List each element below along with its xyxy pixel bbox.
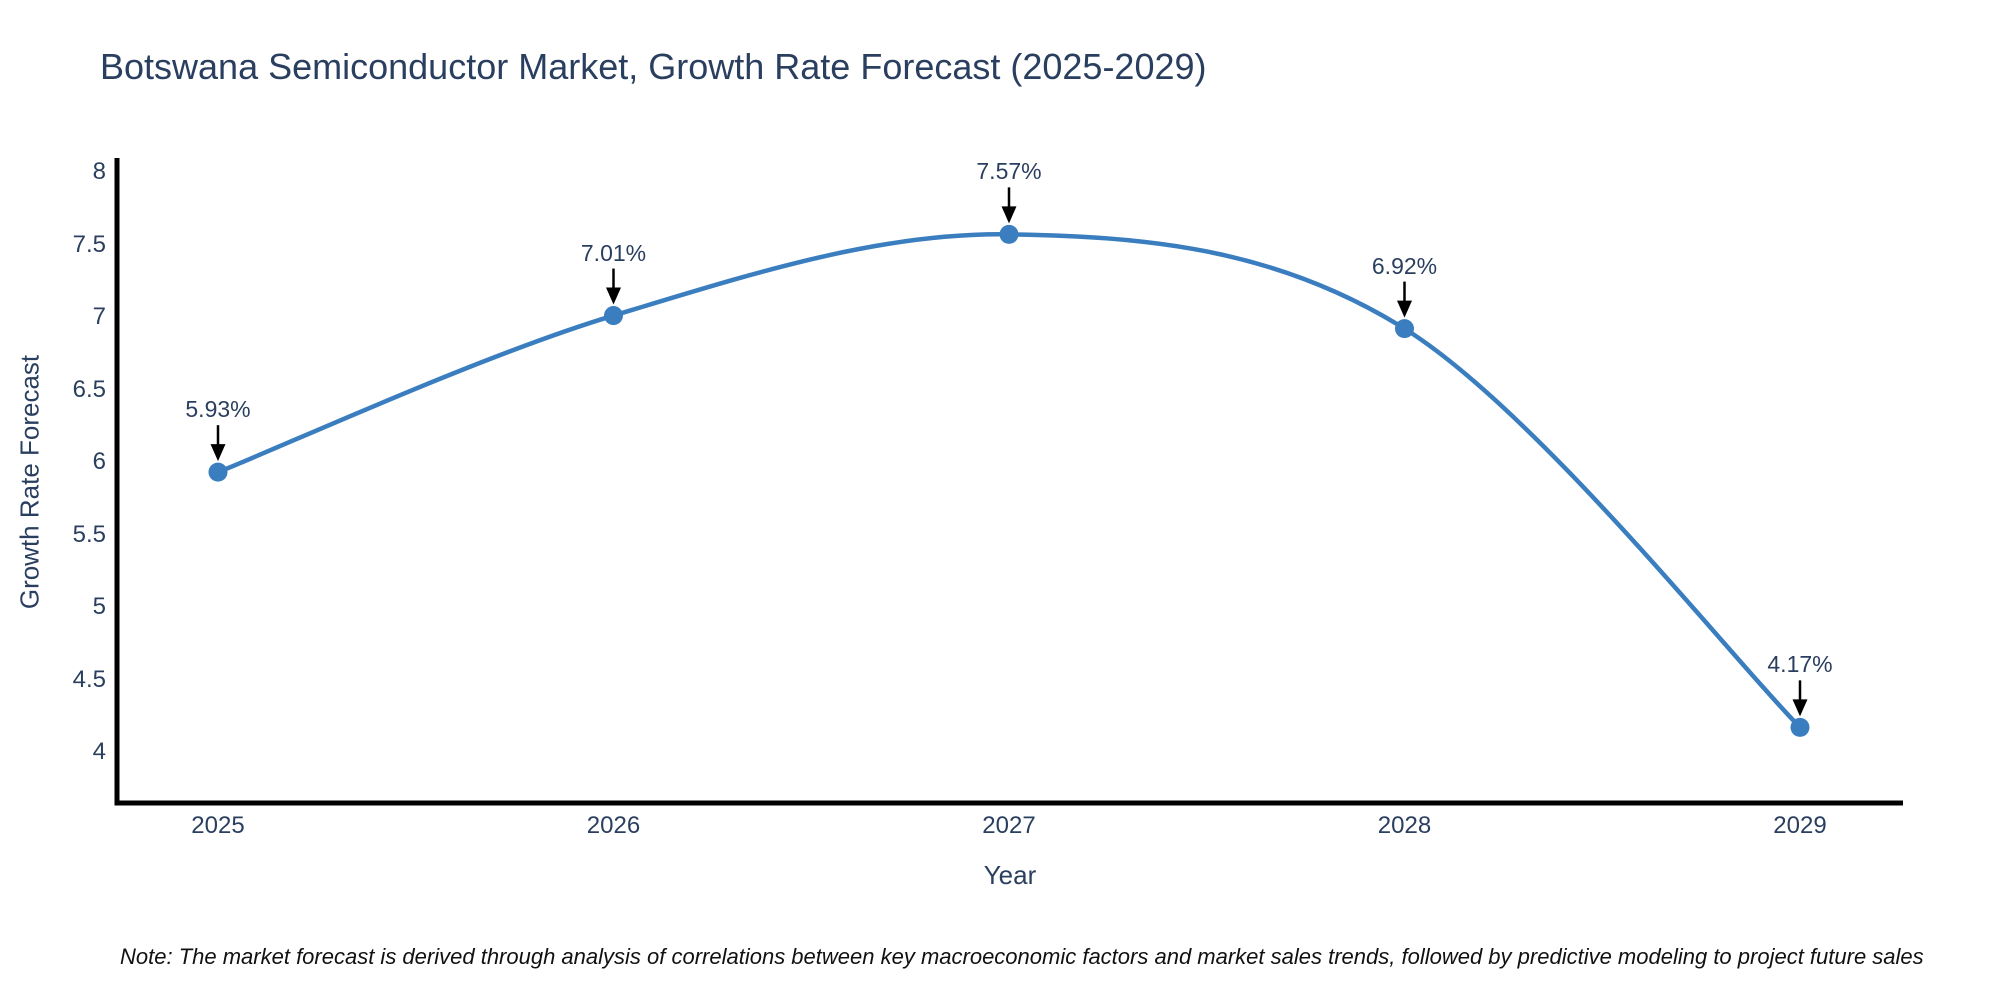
annotation-arrow-head [606,287,621,305]
y-tick-label: 5.5 [72,520,106,548]
data-point-label: 5.93% [185,396,251,423]
y-tick-label: 6.5 [72,375,106,403]
x-tick-label: 2026 [586,812,641,839]
data-point-marker [1790,717,1810,737]
footnote: Note: The market forecast is derived thr… [120,944,1924,969]
annotation-arrow-head [210,444,226,462]
data-point-marker [999,224,1019,244]
x-tick-label: 2028 [1377,812,1432,839]
x-axis-title: Year [983,860,1037,890]
data-point-label: 7.01% [580,239,647,266]
annotation-arrow-head [1001,206,1017,224]
data-point-label: 4.17% [1767,651,1833,678]
chart-title: Botswana Semiconductor Market, Growth Ra… [100,46,1207,87]
x-tick-label: 2025 [191,812,245,839]
y-tick-label: 4.5 [72,665,106,693]
data-point-marker [208,462,228,482]
data-point-marker [1395,319,1414,339]
x-tick-label: 2027 [982,812,1036,839]
trend-line [217,232,1802,729]
y-tick-label: 7 [92,303,106,330]
y-tick-label: 6 [92,448,106,475]
annotation-arrow-head [1792,699,1808,717]
y-tick-label: 8 [92,158,106,185]
data-point-marker [604,306,623,326]
y-tick-label: 7.5 [72,230,106,258]
y-tick-label: 4 [92,738,106,765]
y-axis-title: Growth Rate Forecast [14,354,45,610]
annotation-arrow-head [1397,300,1412,318]
data-point-label: 7.57% [976,158,1042,185]
y-tick-label: 5 [92,593,106,620]
data-point-label: 6.92% [1371,252,1438,279]
x-tick-label: 2029 [1773,812,1827,839]
